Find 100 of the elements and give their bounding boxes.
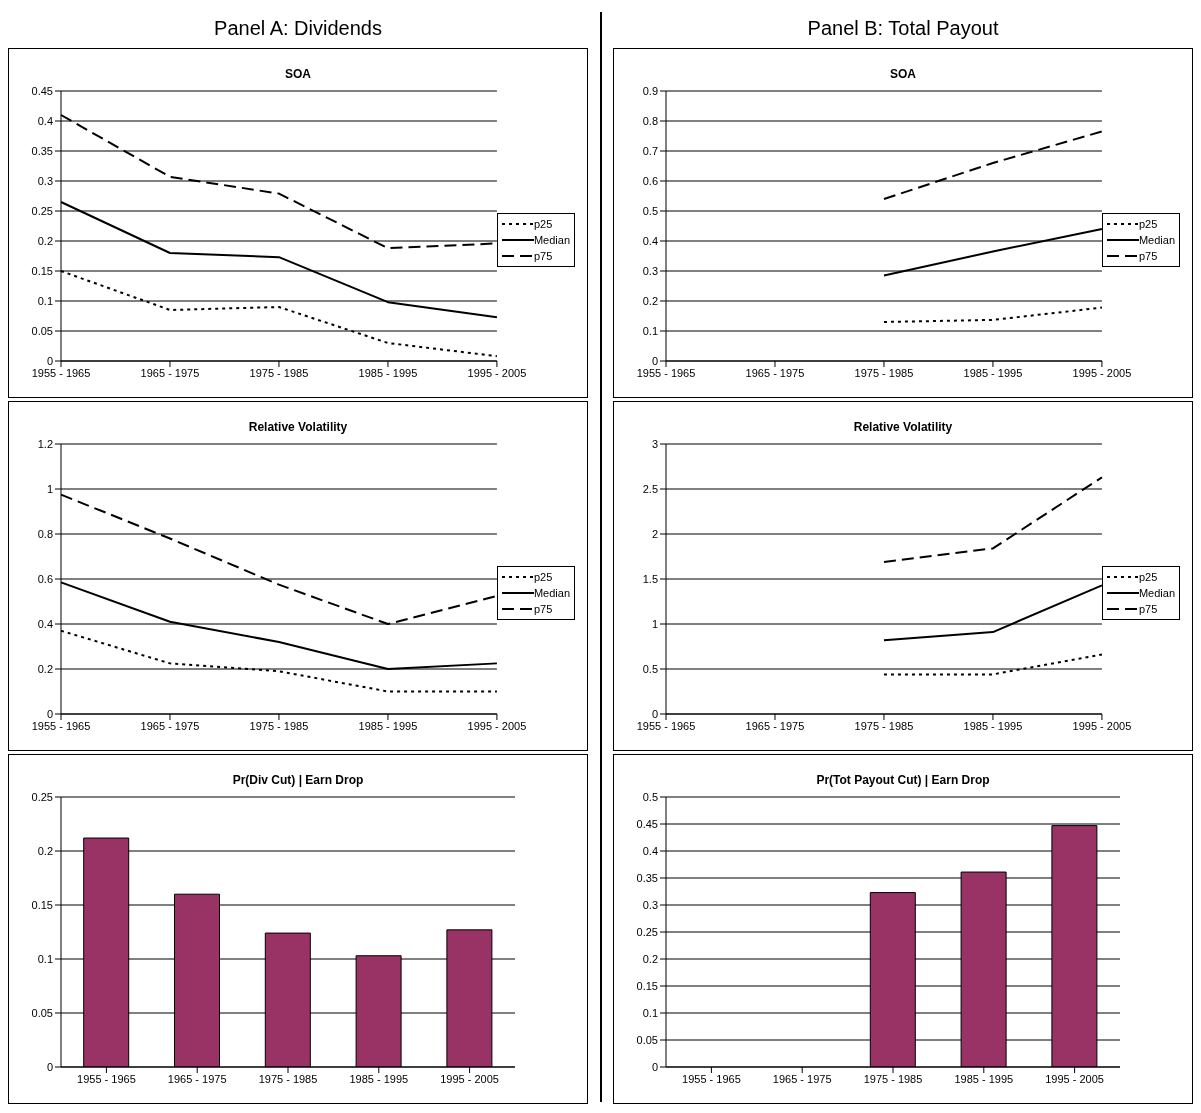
y-tick-label: 0.8 [37, 527, 53, 540]
y-tick-label: 0.35 [636, 871, 658, 884]
y-tick-label: 0.2 [37, 234, 53, 247]
y-tick-label: 0.1 [37, 952, 53, 965]
y-tick-label: 0.4 [37, 617, 53, 630]
x-tick-label: 1985 - 1995 [358, 719, 418, 732]
x-tick-label: 1995 - 2005 [467, 719, 527, 732]
legend-label: p25 [533, 571, 553, 583]
y-tick-label: 0.5 [642, 662, 658, 675]
y-tick-label: 0.25 [31, 790, 53, 803]
x-tick-label: 1995 - 2005 [467, 366, 527, 379]
y-tick-label: 0.6 [642, 174, 658, 187]
x-tick-label: 1965 - 1975 [140, 719, 200, 732]
x-tick-label: 1955 - 1965 [77, 1072, 136, 1085]
y-tick-label: 0.2 [642, 952, 658, 965]
y-tick-label: 0.35 [31, 144, 53, 157]
y-tick-label: 0.3 [642, 898, 658, 911]
legend-label: p25 [1138, 571, 1158, 583]
x-tick-label: 1955 - 1965 [636, 719, 696, 732]
x-tick-label: 1975 - 1985 [854, 719, 914, 732]
x-tick-label: 1995 - 2005 [1072, 366, 1132, 379]
y-tick-label: 0.25 [636, 925, 658, 938]
chart-title: Relative Volatility [247, 419, 349, 436]
legend-label: p25 [1138, 218, 1158, 230]
y-tick-label: 0 [651, 1060, 658, 1073]
legend-label: p75 [1138, 603, 1158, 615]
y-tick-label: 0.05 [31, 1006, 53, 1019]
x-tick-label: 1975 - 1985 [854, 366, 914, 379]
x-tick-label: 1965 - 1975 [745, 366, 805, 379]
y-tick-label: 0.8 [642, 114, 658, 127]
y-tick-label: 1.2 [37, 437, 53, 450]
x-tick-label: 1985 - 1995 [358, 366, 418, 379]
y-tick-label: 2 [651, 527, 658, 540]
x-tick-label: 1955 - 1965 [682, 1072, 741, 1085]
y-tick-label: 0.45 [636, 817, 658, 830]
x-tick-label: 1985 - 1995 [954, 1072, 1014, 1085]
y-tick-label: 0.05 [636, 1033, 658, 1046]
y-tick-label: 0 [46, 354, 53, 367]
x-tick-label: 1965 - 1975 [140, 366, 200, 379]
y-tick-label: 0.15 [31, 898, 53, 911]
x-tick-label: 1995 - 2005 [440, 1072, 499, 1085]
y-tick-label: 0.1 [37, 294, 53, 307]
legend-label: Median [1138, 234, 1175, 246]
x-tick-label: 1965 - 1975 [167, 1072, 227, 1085]
text: Panel A: Dividends [214, 16, 382, 40]
legend-label: Median [533, 587, 570, 599]
y-tick-label: 0.1 [642, 1006, 658, 1019]
y-tick-label: 3 [651, 437, 658, 450]
y-tick-label: 0.4 [642, 234, 658, 247]
y-tick-label: 0.9 [642, 84, 658, 97]
y-tick-label: 0.5 [642, 790, 658, 803]
y-tick-label: 0 [651, 354, 658, 367]
x-tick-label: 1965 - 1975 [772, 1072, 832, 1085]
y-tick-label: 1 [46, 482, 53, 495]
y-tick-label: 0.1 [642, 324, 658, 337]
x-tick-label: 1975 - 1985 [258, 1072, 318, 1085]
y-tick-label: 0.4 [37, 114, 53, 127]
y-tick-label: 0 [46, 707, 53, 720]
x-tick-label: 1985 - 1995 [349, 1072, 409, 1085]
legend-label: p25 [533, 218, 553, 230]
y-tick-label: 0.25 [31, 204, 53, 217]
x-tick-label: 1975 - 1985 [249, 366, 309, 379]
y-tick-label: 0.15 [31, 264, 53, 277]
x-tick-label: 1995 - 2005 [1072, 719, 1132, 732]
chart-title: SOA [284, 66, 312, 83]
x-tick-label: 1955 - 1965 [636, 366, 696, 379]
y-tick-label: 0.2 [37, 844, 53, 857]
legend-label: p75 [533, 250, 553, 262]
y-tick-label: 2.5 [642, 482, 658, 495]
y-tick-label: 0.5 [642, 204, 658, 217]
x-tick-label: 1975 - 1985 [249, 719, 309, 732]
x-tick-label: 1975 - 1985 [863, 1072, 923, 1085]
x-tick-label: 1955 - 1965 [31, 719, 91, 732]
chart-title: Pr(Tot Payout Cut) | Earn Drop [815, 772, 991, 789]
y-tick-label: 0.3 [642, 264, 658, 277]
legend-label: p75 [1138, 250, 1158, 262]
x-tick-label: 1955 - 1965 [31, 366, 91, 379]
y-tick-label: 0.2 [37, 662, 53, 675]
y-tick-label: 0 [651, 707, 658, 720]
y-tick-label: 0.6 [37, 572, 53, 585]
y-tick-label: 1 [651, 617, 658, 630]
y-tick-label: 0.7 [642, 144, 658, 157]
x-tick-label: 1985 - 1995 [963, 366, 1023, 379]
legend-label: p75 [533, 603, 553, 615]
y-tick-label: 0.4 [642, 844, 658, 857]
x-tick-label: 1965 - 1975 [745, 719, 805, 732]
y-tick-label: 0.05 [31, 324, 53, 337]
y-tick-label: 0.15 [636, 979, 658, 992]
y-tick-label: 0.2 [642, 294, 658, 307]
chart-title: SOA [889, 66, 917, 83]
y-tick-label: 1.5 [642, 572, 658, 585]
x-tick-label: 1985 - 1995 [963, 719, 1023, 732]
legend-label: Median [533, 234, 570, 246]
legend-label: Median [1138, 587, 1175, 599]
x-tick-label: 1995 - 2005 [1045, 1072, 1104, 1085]
chart-title: Pr(Div Cut) | Earn Drop [231, 772, 365, 789]
y-tick-label: 0.45 [31, 84, 53, 97]
chart-title: Relative Volatility [852, 419, 954, 436]
y-tick-label: 0.3 [37, 174, 53, 187]
text: Panel B: Total Payout [807, 16, 999, 40]
